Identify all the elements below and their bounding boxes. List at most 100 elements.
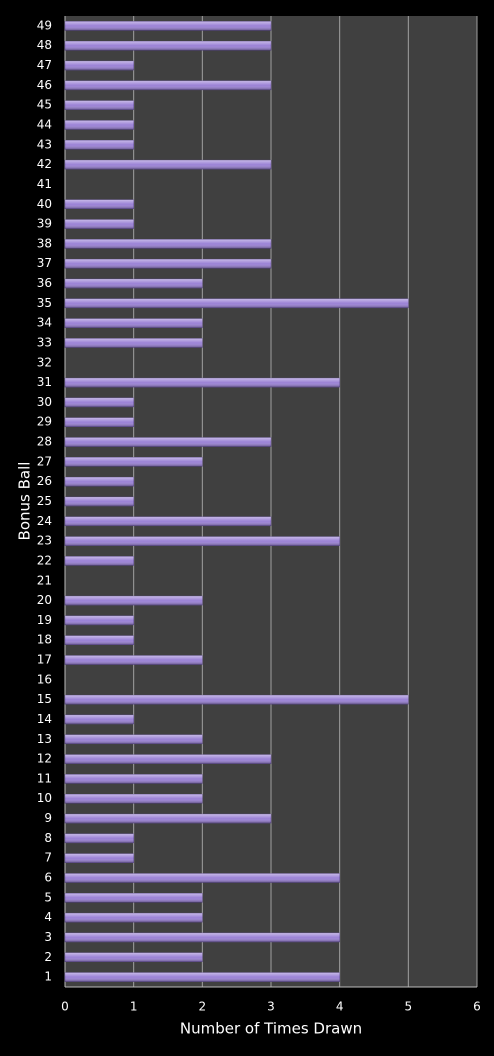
y-tick-label: 29 xyxy=(37,415,52,429)
bar-shine xyxy=(65,140,134,150)
y-tick-label: 32 xyxy=(37,355,52,369)
x-tick-label: 2 xyxy=(199,1000,207,1014)
bar-shine xyxy=(65,397,134,407)
y-tick-label: 45 xyxy=(37,98,52,112)
y-axis-title: Bonus Ball xyxy=(16,462,34,541)
bar-shine xyxy=(65,120,134,130)
bar-shine xyxy=(65,457,203,467)
x-tick-label: 5 xyxy=(405,1000,413,1014)
y-tick-label: 33 xyxy=(37,335,52,349)
bar-shine xyxy=(65,794,203,804)
y-tick-label: 44 xyxy=(37,117,52,131)
y-tick-label: 7 xyxy=(44,851,52,865)
y-tick-label: 3 xyxy=(44,930,52,944)
x-axis-title: Number of Times Drawn xyxy=(180,1020,362,1038)
bar-shine xyxy=(65,219,134,229)
bar-shine xyxy=(65,972,340,982)
y-tick-label: 30 xyxy=(37,395,52,409)
bar-shine xyxy=(65,298,409,308)
bar-shine xyxy=(65,714,134,724)
y-tick-label: 48 xyxy=(37,38,52,52)
y-tick-label: 18 xyxy=(37,633,52,647)
bar-shine xyxy=(65,596,203,606)
bar-shine xyxy=(65,774,203,784)
bar-shine xyxy=(65,516,271,526)
y-tick-label: 11 xyxy=(37,771,52,785)
bar-shine xyxy=(65,318,203,328)
bar-shine xyxy=(65,556,134,566)
bar-shine xyxy=(65,41,271,51)
y-tick-label: 31 xyxy=(37,375,52,389)
bar-shine xyxy=(65,497,134,506)
y-tick-label: 26 xyxy=(37,474,52,488)
y-tick-label: 39 xyxy=(37,217,52,231)
bar-shine xyxy=(65,160,271,170)
y-tick-label: 4 xyxy=(44,910,52,924)
bar-shine xyxy=(65,635,134,645)
y-tick-label: 1 xyxy=(44,970,52,984)
bar-shine xyxy=(65,417,134,427)
y-tick-label: 38 xyxy=(37,236,52,250)
y-tick-label: 46 xyxy=(37,78,52,92)
y-tick-label: 34 xyxy=(37,316,52,330)
bar-shine xyxy=(65,279,203,289)
bar-shine xyxy=(65,259,271,269)
y-tick-label: 43 xyxy=(37,137,52,151)
bar-shine xyxy=(65,833,134,843)
x-tick-label: 4 xyxy=(336,1000,344,1014)
bar-shine xyxy=(65,536,340,546)
bar-shine xyxy=(65,893,203,903)
y-tick-label: 17 xyxy=(37,653,52,667)
bar-shine xyxy=(65,21,271,31)
bar-shine xyxy=(65,378,340,388)
y-tick-label: 5 xyxy=(44,890,52,904)
bar-shine xyxy=(65,199,134,209)
bar-shine xyxy=(65,952,203,962)
bar-shine xyxy=(65,338,203,348)
y-tick-label: 47 xyxy=(37,58,52,72)
y-tick-label: 37 xyxy=(37,256,52,270)
x-tick-label: 3 xyxy=(267,1000,275,1014)
bar-shine xyxy=(65,814,271,824)
y-tick-label: 15 xyxy=(37,692,52,706)
bar-shine xyxy=(65,655,203,665)
y-tick-label: 24 xyxy=(37,514,52,528)
bar-shine xyxy=(65,80,271,90)
y-tick-label: 21 xyxy=(37,573,52,587)
y-tick-label: 49 xyxy=(37,18,52,32)
y-tick-label: 2 xyxy=(44,950,52,964)
y-tick-label: 40 xyxy=(37,197,52,211)
y-tick-label: 9 xyxy=(44,811,52,825)
y-tick-label: 20 xyxy=(37,593,52,607)
bar-shine xyxy=(65,437,271,447)
y-tick-label: 22 xyxy=(37,553,52,567)
bar-shine xyxy=(65,239,271,249)
bar-shine xyxy=(65,734,203,744)
y-tick-label: 13 xyxy=(37,732,52,746)
y-tick-label: 27 xyxy=(37,454,52,468)
y-tick-label: 14 xyxy=(37,712,52,726)
y-tick-label: 42 xyxy=(37,157,52,171)
y-tick-label: 12 xyxy=(37,752,52,766)
bar-shine xyxy=(65,615,134,625)
y-tick-label: 16 xyxy=(37,672,52,686)
bar-shine xyxy=(65,913,203,923)
bar-shine xyxy=(65,61,134,71)
bar-shine xyxy=(65,932,340,942)
bar-shine xyxy=(65,873,340,883)
bar-shine xyxy=(65,754,271,764)
x-tick-label: 6 xyxy=(473,1000,481,1014)
y-tick-label: 19 xyxy=(37,613,52,627)
bar-shine xyxy=(65,853,134,863)
y-tick-label: 10 xyxy=(37,791,52,805)
y-tick-label: 36 xyxy=(37,276,52,290)
y-tick-label: 23 xyxy=(37,534,52,548)
bar-shine xyxy=(65,477,134,487)
y-tick-label: 25 xyxy=(37,494,52,508)
bar-shine xyxy=(65,695,409,705)
y-tick-label: 28 xyxy=(37,435,52,449)
y-tick-label: 41 xyxy=(37,177,52,191)
bar-shine xyxy=(65,100,134,110)
x-tick-label: 1 xyxy=(130,1000,138,1014)
